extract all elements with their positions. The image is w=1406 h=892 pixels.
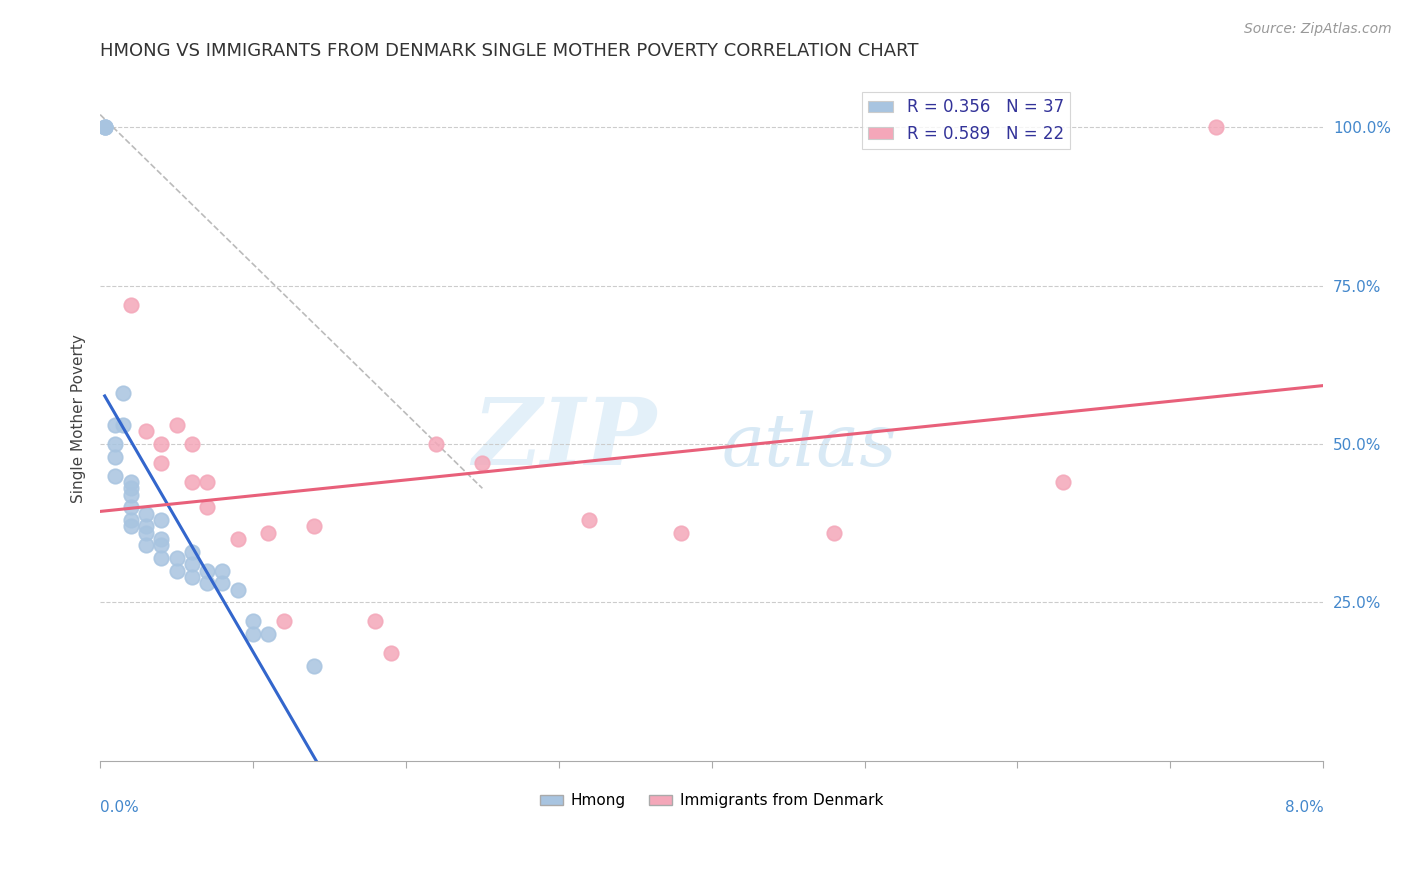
Point: [364, 615, 387, 629]
Point: [166, 417, 188, 432]
Point: [166, 564, 188, 578]
Point: [195, 475, 218, 489]
Text: 8.0%: 8.0%: [1285, 799, 1323, 814]
Point: [120, 488, 142, 502]
Point: [195, 576, 218, 591]
Point: [302, 519, 325, 533]
Point: [226, 532, 249, 546]
Text: HMONG VS IMMIGRANTS FROM DENMARK SINGLE MOTHER POVERTY CORRELATION CHART: HMONG VS IMMIGRANTS FROM DENMARK SINGLE …: [100, 42, 918, 60]
Point: [135, 507, 157, 521]
Point: [1052, 475, 1074, 489]
Point: [120, 298, 142, 312]
Point: [150, 538, 173, 552]
Point: [93, 120, 115, 135]
Point: [425, 437, 447, 451]
Point: [150, 456, 173, 470]
Point: [195, 500, 218, 515]
Point: [180, 570, 202, 584]
Text: atlas: atlas: [721, 410, 897, 482]
Point: [120, 500, 142, 515]
Text: 0.0%: 0.0%: [100, 799, 139, 814]
Point: [257, 627, 280, 641]
Y-axis label: Single Mother Poverty: Single Mother Poverty: [72, 334, 86, 503]
Point: [93, 120, 115, 135]
Point: [273, 615, 295, 629]
Point: [120, 519, 142, 533]
Point: [471, 456, 494, 470]
Point: [180, 475, 202, 489]
Point: [150, 513, 173, 527]
Text: ZIP: ZIP: [472, 394, 657, 484]
Point: [242, 627, 264, 641]
Point: [135, 525, 157, 540]
Point: [120, 513, 142, 527]
Point: [823, 525, 845, 540]
Text: Source: ZipAtlas.com: Source: ZipAtlas.com: [1244, 22, 1392, 37]
Point: [112, 417, 135, 432]
Point: [104, 468, 127, 483]
Point: [120, 481, 142, 495]
Point: [104, 417, 127, 432]
Point: [257, 525, 280, 540]
Point: [150, 532, 173, 546]
Point: [135, 425, 157, 439]
Point: [150, 437, 173, 451]
Point: [380, 646, 402, 660]
Point: [1205, 120, 1227, 135]
Point: [166, 551, 188, 566]
Point: [150, 551, 173, 566]
Point: [93, 120, 115, 135]
Point: [242, 615, 264, 629]
Point: [211, 564, 233, 578]
Legend: R = 0.356   N = 37, R = 0.589   N = 22: R = 0.356 N = 37, R = 0.589 N = 22: [862, 92, 1070, 150]
Point: [135, 538, 157, 552]
Point: [211, 576, 233, 591]
Point: [195, 564, 218, 578]
Point: [135, 519, 157, 533]
Point: [578, 513, 600, 527]
Point: [104, 437, 127, 451]
Point: [180, 544, 202, 558]
Point: [104, 450, 127, 464]
Point: [112, 386, 135, 401]
Point: [669, 525, 692, 540]
Point: [226, 582, 249, 597]
Point: [120, 475, 142, 489]
Point: [302, 658, 325, 673]
Point: [180, 558, 202, 572]
Point: [180, 437, 202, 451]
